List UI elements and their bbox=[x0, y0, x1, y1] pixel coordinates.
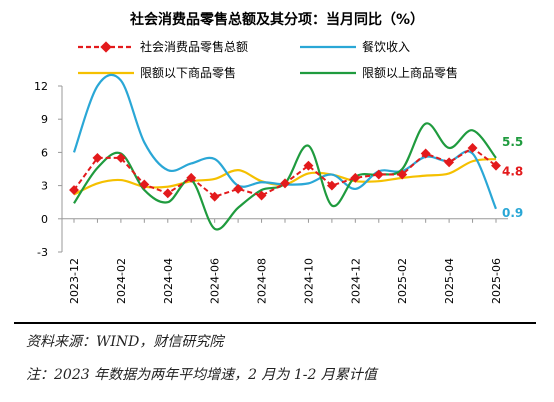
x-tick-label: 2023-12 bbox=[68, 258, 81, 304]
x-tick-label: 2024-04 bbox=[162, 258, 175, 304]
end-labels: 5.5 4.8 0.9 bbox=[502, 135, 523, 220]
x-tick-label: 2024-02 bbox=[115, 258, 128, 304]
y-tick-label: 3 bbox=[41, 180, 48, 193]
x-tick-label: 2025-02 bbox=[396, 258, 409, 304]
x-tick-label: 2025-04 bbox=[443, 258, 456, 304]
legend-label-1: 餐饮收入 bbox=[362, 39, 410, 54]
axes: -3 0 3 6 9 12 2023-12 2024-02 2024-04 2024-06 2024… bbox=[34, 80, 508, 304]
data-point bbox=[209, 191, 220, 202]
series-layer bbox=[69, 73, 501, 231]
x-tick-label: 2024-12 bbox=[349, 258, 362, 304]
data-point bbox=[92, 152, 103, 163]
source-note: 资料来源：WIND，财信研究院 bbox=[26, 334, 224, 350]
legend-label-2: 限额以下商品零售 bbox=[140, 65, 236, 80]
x-tick-label: 2024-08 bbox=[256, 258, 269, 304]
x-tick-label: 2024-10 bbox=[302, 258, 315, 304]
y-tick-label: 6 bbox=[41, 146, 48, 159]
data-point bbox=[69, 185, 79, 195]
data-point bbox=[491, 160, 501, 171]
data-point bbox=[444, 157, 455, 168]
series-line-1 bbox=[72, 73, 498, 210]
data-point bbox=[186, 172, 197, 183]
series-line-0 bbox=[73, 146, 497, 198]
data-point bbox=[280, 178, 290, 189]
data-point bbox=[256, 190, 267, 201]
end-label-2: 0.9 bbox=[502, 206, 523, 220]
data-point bbox=[233, 183, 244, 194]
data-point bbox=[326, 180, 337, 191]
y-tick-label: 0 bbox=[41, 213, 48, 226]
data-point bbox=[420, 148, 431, 159]
end-label-1: 4.8 bbox=[502, 165, 523, 179]
series-0 bbox=[69, 143, 501, 202]
legend-marker-0 bbox=[100, 41, 112, 53]
data-point bbox=[467, 143, 478, 153]
data-point bbox=[115, 152, 126, 163]
chart: 社会消费品零售总额及其分项：当月同比（%） 社会消费品零售总额 餐饮收入限额以下商… bbox=[34, 11, 523, 304]
x-tick-label: 2024-06 bbox=[209, 258, 222, 304]
data-point bbox=[373, 169, 384, 180]
data-point bbox=[162, 188, 173, 199]
y-tick-label: -3 bbox=[37, 246, 48, 259]
legend-label-0: 社会消费品零售总额 bbox=[140, 39, 248, 54]
data-point bbox=[397, 169, 408, 180]
x-tick-label: 2025-06 bbox=[490, 258, 503, 304]
chart-title: 社会消费品零售总额及其分项：当月同比（%） bbox=[129, 11, 424, 28]
legend-label-3: 限额以上商品零售 bbox=[362, 65, 458, 80]
y-tick-label: 9 bbox=[41, 113, 48, 126]
data-point bbox=[350, 172, 361, 183]
y-tick-label: 12 bbox=[34, 80, 48, 93]
footer-rule bbox=[14, 322, 536, 324]
end-label-0: 5.5 bbox=[502, 135, 523, 149]
data-point bbox=[139, 179, 150, 190]
data-point bbox=[303, 160, 314, 171]
series-1 bbox=[72, 73, 498, 210]
footnote: 注：2023 年数据为两年平均增速，2 月为 1-2 月累计值 bbox=[26, 367, 377, 383]
